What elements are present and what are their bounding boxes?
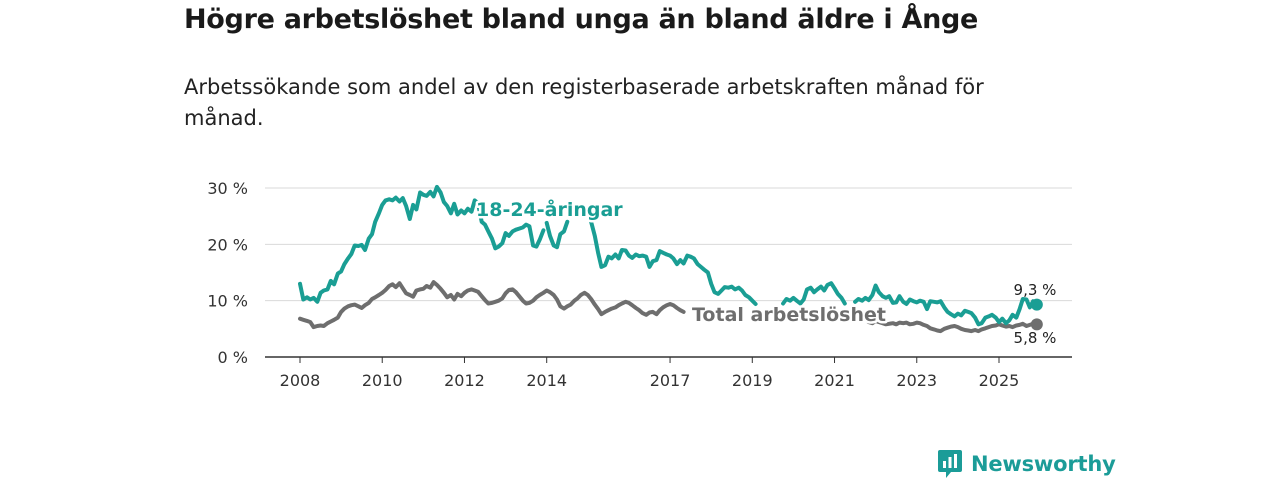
x-tick-label: 2019	[732, 371, 773, 390]
chart-title: Högre arbetslöshet bland unga än bland ä…	[184, 4, 979, 35]
x-tick-label: 2014	[526, 371, 567, 390]
y-axis: 0 % 10 % 20 % 30 %	[207, 179, 248, 367]
brand-name: Newsworthy	[971, 452, 1116, 476]
x-tick-label: 2025	[979, 371, 1020, 390]
newsworthy-logo-icon	[938, 450, 962, 478]
x-tick-label: 2023	[896, 371, 937, 390]
y-tick-label: 10 %	[207, 292, 248, 311]
youth-series-label: 18-24-åringar	[476, 197, 623, 221]
y-tick-label: 30 %	[207, 179, 248, 198]
total-series-label: Total arbetslöshet	[692, 304, 886, 326]
x-tick-label: 2010	[362, 371, 403, 390]
total-line-segment	[866, 318, 1039, 334]
x-axis: 2008 2010 2012 2014 2017 2019 2021 2023 2025	[265, 356, 1072, 390]
youth-line-segment	[589, 219, 758, 306]
y-tick-label: 20 %	[207, 235, 248, 254]
youth-end-value: 9,3 %	[1014, 281, 1057, 299]
total-line-segment	[298, 280, 686, 330]
x-tick-label: 2012	[444, 371, 485, 390]
x-tick-label: 2017	[650, 371, 691, 390]
total-end-dot	[1030, 318, 1043, 331]
gridlines	[265, 187, 1072, 302]
total-end-value: 5,8 %	[1014, 329, 1057, 347]
youth-line-segment	[298, 184, 546, 304]
chart-subtitle: Arbetssökande som andel av den registerb…	[184, 75, 984, 130]
youth-line-segment	[781, 281, 847, 306]
series-lines	[298, 184, 1043, 334]
series-labels: 18-24-åringar Total arbetslöshet 9,3 % 5,8 …	[474, 195, 1057, 348]
y-tick-label: 0 %	[218, 348, 248, 367]
x-tick-label: 2021	[814, 371, 855, 390]
brand[interactable]: Newsworthy	[937, 449, 1116, 479]
youth-line-segment	[544, 219, 570, 250]
youth-end-dot	[1030, 298, 1043, 311]
youth-line-segment	[853, 283, 1039, 327]
x-tick-label: 2008	[280, 371, 321, 390]
